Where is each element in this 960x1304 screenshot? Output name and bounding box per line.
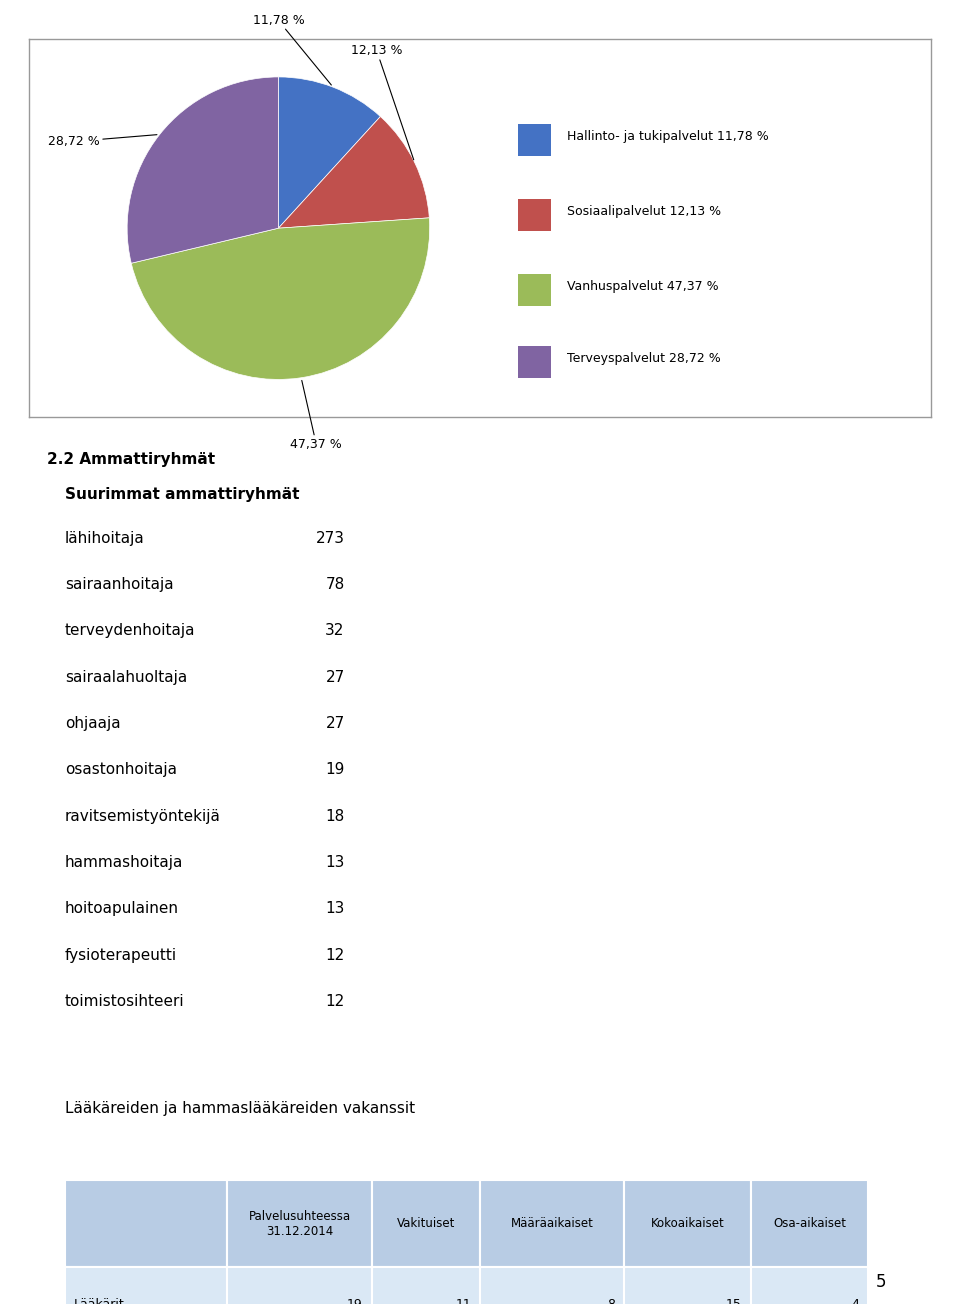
Text: 28,72 %: 28,72 % [48, 134, 156, 149]
FancyBboxPatch shape [65, 1180, 228, 1267]
FancyBboxPatch shape [480, 1267, 624, 1304]
Text: osastonhoitaja: osastonhoitaja [65, 763, 177, 777]
Text: 273: 273 [316, 531, 345, 546]
FancyBboxPatch shape [518, 124, 551, 156]
FancyBboxPatch shape [480, 1180, 624, 1267]
Text: Kokoaikaiset: Kokoaikaiset [651, 1217, 725, 1230]
Text: sairaanhoitaja: sairaanhoitaja [65, 578, 174, 592]
Wedge shape [127, 77, 278, 263]
Text: terveydenhoitaja: terveydenhoitaja [65, 623, 196, 639]
Text: 4: 4 [852, 1297, 859, 1304]
Text: 5: 5 [876, 1273, 886, 1291]
Text: 8: 8 [608, 1297, 615, 1304]
Text: Lääkärit: Lääkärit [74, 1297, 125, 1304]
Wedge shape [278, 77, 380, 228]
FancyBboxPatch shape [228, 1267, 372, 1304]
Text: 12,13 %: 12,13 % [351, 44, 414, 160]
Text: Vakituiset: Vakituiset [396, 1217, 455, 1230]
FancyBboxPatch shape [372, 1180, 480, 1267]
Text: 11: 11 [455, 1297, 471, 1304]
Text: Määräaikaiset: Määräaikaiset [511, 1217, 593, 1230]
Text: 13: 13 [325, 855, 345, 870]
Text: Osa-aikaiset: Osa-aikaiset [773, 1217, 846, 1230]
Text: 15: 15 [726, 1297, 742, 1304]
Text: Vanhuspalvelut 47,37 %: Vanhuspalvelut 47,37 % [566, 280, 718, 293]
FancyBboxPatch shape [624, 1180, 751, 1267]
Text: Palvelusuhteessa
31.12.2014: Palvelusuhteessa 31.12.2014 [249, 1210, 350, 1237]
FancyBboxPatch shape [65, 1267, 228, 1304]
Text: 78: 78 [325, 578, 345, 592]
FancyBboxPatch shape [518, 200, 551, 232]
Text: fysioterapeutti: fysioterapeutti [65, 948, 177, 962]
FancyBboxPatch shape [518, 346, 551, 378]
Text: toimistosihteeri: toimistosihteeri [65, 994, 184, 1009]
Text: 19: 19 [347, 1297, 363, 1304]
FancyBboxPatch shape [372, 1267, 480, 1304]
Text: Suurimmat ammattiryhmät: Suurimmat ammattiryhmät [65, 488, 300, 502]
FancyBboxPatch shape [751, 1267, 868, 1304]
Text: Lääkäreiden ja hammaslääkäreiden vakanssit: Lääkäreiden ja hammaslääkäreiden vakanss… [65, 1102, 415, 1116]
Text: 13: 13 [325, 901, 345, 917]
Text: 32: 32 [325, 623, 345, 639]
Text: 2.2 Ammattiryhmät: 2.2 Ammattiryhmät [47, 452, 215, 467]
FancyBboxPatch shape [751, 1180, 868, 1267]
Text: 27: 27 [325, 670, 345, 685]
Text: Terveyspalvelut 28,72 %: Terveyspalvelut 28,72 % [566, 352, 721, 365]
FancyBboxPatch shape [228, 1180, 372, 1267]
Text: 27: 27 [325, 716, 345, 732]
Text: Hallinto- ja tukipalvelut 11,78 %: Hallinto- ja tukipalvelut 11,78 % [566, 130, 769, 143]
Text: 47,37 %: 47,37 % [290, 381, 342, 451]
Text: 11,78 %: 11,78 % [252, 14, 331, 85]
Text: hammashoitaja: hammashoitaja [65, 855, 183, 870]
FancyBboxPatch shape [624, 1267, 751, 1304]
Text: Sosiaalipalvelut 12,13 %: Sosiaalipalvelut 12,13 % [566, 206, 721, 218]
Text: hoitoapulainen: hoitoapulainen [65, 901, 179, 917]
FancyBboxPatch shape [518, 274, 551, 306]
Text: sairaalahuoltaja: sairaalahuoltaja [65, 670, 187, 685]
Text: 12: 12 [325, 994, 345, 1009]
Text: 18: 18 [325, 808, 345, 824]
Text: 19: 19 [325, 763, 345, 777]
Wedge shape [278, 116, 429, 228]
Text: ohjaaja: ohjaaja [65, 716, 121, 732]
Text: lähihoitaja: lähihoitaja [65, 531, 145, 546]
Text: ravitsemistyöntekijä: ravitsemistyöntekijä [65, 808, 221, 824]
Text: 12: 12 [325, 948, 345, 962]
Wedge shape [132, 218, 430, 379]
